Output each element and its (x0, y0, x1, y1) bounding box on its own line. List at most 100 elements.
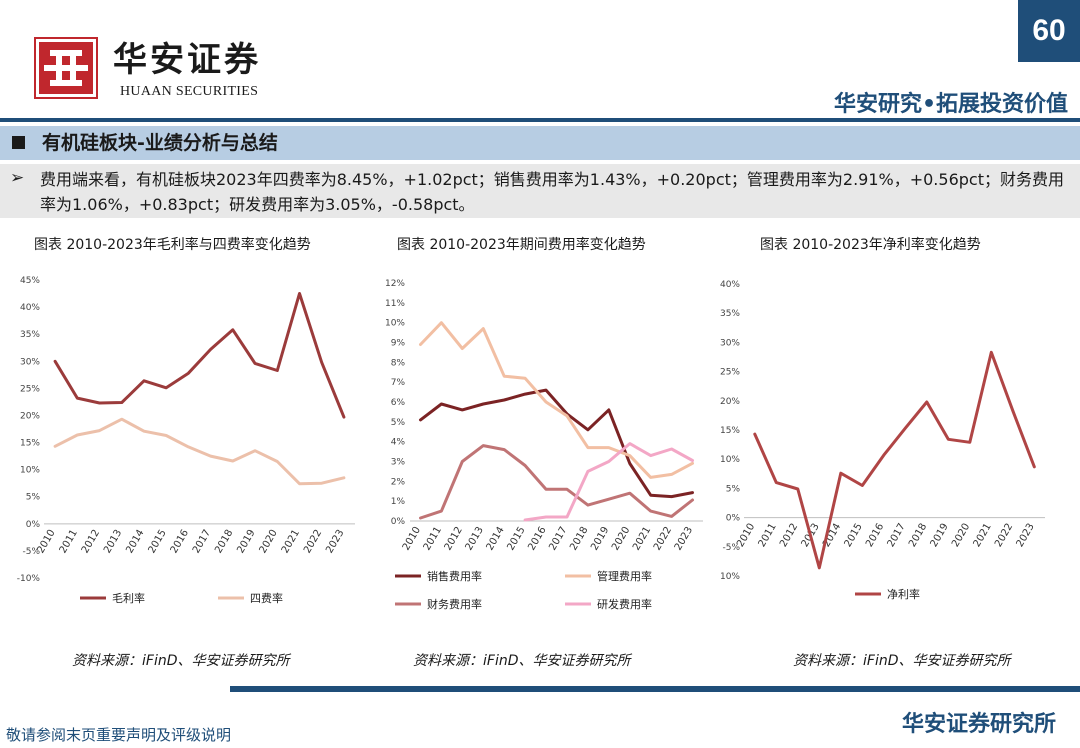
x-tick-label: 2016 (864, 522, 886, 550)
legend-label: 管理费用率 (597, 569, 652, 583)
y-tick-label: 20% (20, 411, 40, 421)
x-tick-label: 2015 (147, 528, 169, 556)
x-tick-label: 2012 (80, 528, 102, 556)
y-tick-label: -5% (722, 543, 740, 553)
source-note-1: 资料来源：iFinD、华安证券研究所 (72, 653, 290, 669)
footer-divider (230, 686, 1080, 692)
x-tick-label: 2011 (422, 525, 444, 553)
series-line-2 (53, 417, 346, 486)
x-tick-label: 2015 (505, 525, 527, 553)
series-line-4 (523, 442, 694, 522)
x-tick-label: 2017 (191, 528, 213, 556)
y-tick-label: 9% (391, 339, 406, 349)
x-tick-label: 2021 (972, 522, 994, 550)
y-tick-label: 11% (385, 299, 405, 309)
footer-institute: 华安证券研究所 (901, 712, 1056, 737)
chart-title-2: 图表 2010-2023年期间费用率变化趋势 (397, 237, 646, 253)
x-tick-label: 2019 (929, 522, 951, 550)
x-tick-label: 2022 (993, 522, 1015, 550)
y-tick-label: 25% (20, 384, 40, 394)
x-tick-label: 2011 (58, 528, 80, 556)
x-tick-label: 2017 (547, 525, 569, 553)
x-tick-label: 2022 (652, 525, 674, 553)
x-tick-label: 2010 (401, 525, 423, 553)
series-line-3 (419, 444, 694, 520)
y-tick-label: 7% (391, 378, 406, 388)
y-tick-label: 30% (20, 357, 40, 367)
y-tick-label: 30% (720, 338, 740, 348)
y-tick-label: 35% (720, 309, 740, 319)
x-tick-label: 2010 (35, 528, 57, 556)
x-tick-label: 2010 (735, 522, 757, 550)
x-tick-label: 2018 (907, 522, 929, 550)
y-tick-label: 6% (391, 398, 406, 408)
chart-net-margin: -10% -5% 0% 5% 10% 15% 20% 25% 30% 35% 40% 20102011… (720, 280, 1045, 601)
x-tick-label: 2013 (102, 528, 124, 556)
y-tick-label: 25% (720, 368, 740, 378)
y-tick-label: 5% (26, 493, 41, 503)
logo-icon (34, 37, 98, 99)
logo-chinese-name: 华安证券 (113, 40, 261, 80)
legend-label: 毛利率 (112, 591, 145, 605)
y-tick-label: -10% (17, 574, 41, 584)
x-tick-label: 2018 (213, 528, 235, 556)
x-tick-label: 2020 (950, 522, 972, 550)
header-slogan: 华安研究•拓展投资价值 (833, 92, 1068, 117)
arrow-bullet-icon: ➢ (10, 168, 25, 188)
header-divider (0, 118, 1080, 122)
y-tick-label: 15% (20, 439, 40, 449)
series-line-1 (753, 350, 1036, 570)
y-tick-label: 10% (20, 466, 40, 476)
y-tick-label: 40% (20, 303, 40, 313)
y-tick-label: 10% (720, 455, 740, 465)
x-tick-label: 2020 (610, 525, 632, 553)
x-tick-label: 2019 (235, 528, 257, 556)
y-tick-label: 45% (20, 276, 40, 286)
y-tick-label: 35% (20, 330, 40, 340)
x-tick-label: 2016 (169, 528, 191, 556)
chart-title-1: 图表 2010-2023年毛利率与四费率变化趋势 (34, 237, 311, 253)
x-tick-label: 2021 (631, 525, 653, 553)
footer-disclaimer: 敬请参阅末页重要声明及评级说明 (6, 726, 232, 744)
y-tick-label: 1% (391, 497, 406, 507)
logo-english-name: HUAAN SECURITIES (120, 84, 259, 99)
x-tick-label: 2018 (568, 525, 590, 553)
y-tick-label: 5% (391, 418, 406, 428)
x-tick-label: 2021 (280, 528, 302, 556)
x-tick-label: 2012 (443, 525, 465, 553)
chart-gross-margin: -10%-5%0%5%10%15%20%25%30%35%40%45%2010 2… (17, 276, 355, 605)
x-tick-label: 2020 (258, 528, 280, 556)
y-tick-label: -5% (22, 547, 40, 557)
legend-label: 销售费用率 (427, 569, 482, 583)
x-tick-label: 2014 (124, 528, 146, 556)
y-tick-label: 8% (391, 358, 406, 368)
page-number: 60 (1018, 0, 1080, 62)
chart-title-3: 图表 2010-2023年净利率变化趋势 (760, 237, 981, 253)
section-title-bar: 有机硅板块-业绩分析与总结 (0, 126, 1080, 160)
x-tick-label: 2011 (757, 522, 779, 550)
y-tick-label: 10% (385, 319, 405, 329)
series-line-1 (53, 292, 346, 419)
y-tick-label: 5% (726, 484, 741, 494)
x-tick-label: 2023 (324, 528, 346, 556)
x-tick-label: 2014 (485, 525, 507, 553)
legend-label: 研发费用率 (597, 597, 652, 611)
legend-label: 财务费用率 (427, 597, 482, 611)
x-tick-label: 2016 (526, 525, 548, 553)
x-tick-label: 2022 (302, 528, 324, 556)
y-tick-label: 12% (385, 279, 405, 289)
y-tick-label: 4% (391, 438, 406, 448)
x-tick-label: 2013 (464, 525, 486, 553)
summary-box: ➢ 费用端来看，有机硅板块2023年四费率为8.45%，+1.02pct；销售费… (0, 164, 1080, 218)
x-tick-label: 2023 (673, 525, 695, 553)
y-tick-label: 0% (26, 520, 41, 530)
x-tick-label: 2023 (1015, 522, 1037, 550)
square-bullet-icon (12, 136, 25, 149)
legend-label: 净利率 (887, 587, 920, 601)
source-note-2: 资料来源：iFinD、华安证券研究所 (413, 653, 631, 669)
x-tick-label: 2012 (778, 522, 800, 550)
x-tick-label: 2019 (589, 525, 611, 553)
y-tick-label: 0% (391, 517, 406, 527)
y-tick-label: 15% (720, 426, 740, 436)
source-note-3: 资料来源：iFinD、华安证券研究所 (793, 653, 1011, 669)
